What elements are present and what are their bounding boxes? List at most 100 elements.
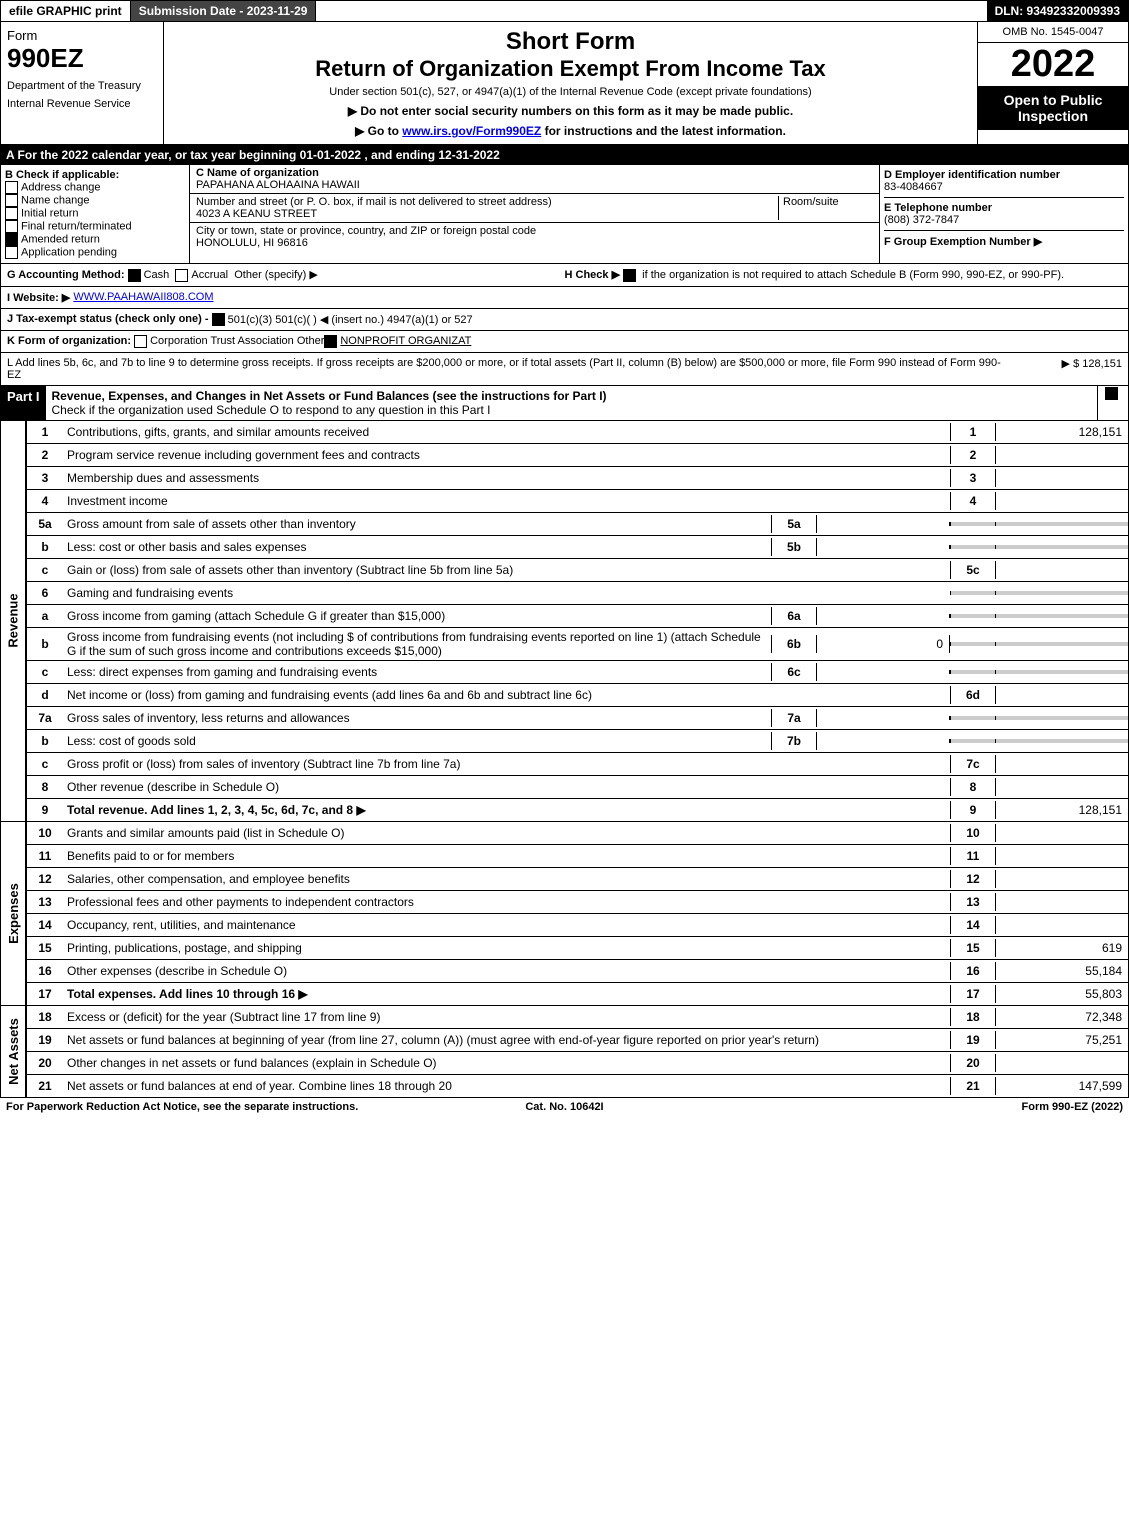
inner-val	[817, 545, 950, 549]
inner-num: 6c	[771, 663, 817, 681]
irs-link[interactable]: www.irs.gov/Form990EZ	[402, 124, 541, 138]
amount-col	[996, 785, 1128, 789]
amount-col: 75,251	[996, 1031, 1128, 1049]
header-sub1: Under section 501(c), 527, or 4947(a)(1)…	[170, 86, 971, 98]
line-b: bLess: cost or other basis and sales exp…	[26, 536, 1129, 559]
line-desc: Occupancy, rent, utilities, and maintena…	[63, 916, 950, 934]
line-num-col: 3	[950, 469, 996, 487]
i-label: I Website: ▶	[7, 291, 70, 304]
line-10: 10Grants and similar amounts paid (list …	[26, 822, 1129, 845]
line-desc: Salaries, other compensation, and employ…	[63, 870, 950, 888]
line-7a: 7aGross sales of inventory, less returns…	[26, 707, 1129, 730]
vlabel-netassets: Net Assets	[6, 1018, 21, 1085]
line-desc: Net assets or fund balances at beginning…	[63, 1031, 950, 1049]
c-city: City or town, state or province, country…	[190, 223, 879, 251]
j-opts: 501(c)(3) 501(c)( ) ◀ (insert no.) 4947(…	[228, 313, 473, 326]
line-num-col: 4	[950, 492, 996, 510]
chk-cash[interactable]	[128, 269, 141, 282]
line-num: a	[27, 607, 63, 625]
chk-pending[interactable]: Application pending	[5, 246, 185, 259]
irs: Internal Revenue Service	[7, 98, 157, 110]
amount-col: 128,151	[996, 801, 1128, 819]
line-num-col: 1	[950, 423, 996, 441]
short-form-title: Short Form	[170, 28, 971, 56]
line-num: 12	[27, 870, 63, 888]
chk-h[interactable]	[623, 269, 636, 282]
chk-accrual[interactable]	[175, 269, 188, 282]
chk-address[interactable]: Address change	[5, 181, 185, 194]
line-desc: Other revenue (describe in Schedule O)	[63, 778, 950, 796]
line-8: 8Other revenue (describe in Schedule O)8	[26, 776, 1129, 799]
c-city-value: HONOLULU, HI 96816	[196, 237, 308, 249]
line-19: 19Net assets or fund balances at beginni…	[26, 1029, 1129, 1052]
chk-other-k[interactable]	[324, 335, 337, 348]
h-text: if the organization is not required to a…	[642, 269, 1064, 281]
inner-val	[817, 716, 950, 720]
line-num: c	[27, 663, 63, 681]
chk-initial[interactable]: Initial return	[5, 207, 185, 220]
line-num: 10	[27, 824, 63, 842]
amount-col	[996, 642, 1128, 646]
line-20: 20Other changes in net assets or fund ba…	[26, 1052, 1129, 1075]
amount-col	[996, 522, 1128, 526]
line-desc: Program service revenue including govern…	[63, 446, 950, 464]
chk-501c3[interactable]	[212, 313, 225, 326]
footer-center: Cat. No. 10642I	[378, 1101, 750, 1113]
amount-col: 619	[996, 939, 1128, 957]
c-name-value: PAPAHANA ALOHAAINA HAWAII	[196, 179, 360, 191]
f-label: F Group Exemption Number ▶	[884, 230, 1124, 248]
line-num: d	[27, 686, 63, 704]
line-num: 13	[27, 893, 63, 911]
line-num: 17	[27, 985, 63, 1003]
row-gh: G Accounting Method: Cash Accrual Other …	[0, 264, 1129, 287]
g-label: G Accounting Method:	[7, 269, 125, 281]
chk-final[interactable]: Final return/terminated	[5, 220, 185, 233]
h-row: H Check ▶ if the organization is not req…	[565, 268, 1123, 282]
inner-num: 7a	[771, 709, 817, 727]
amount-col: 128,151	[996, 423, 1128, 441]
line-a: aGross income from gaming (attach Schedu…	[26, 605, 1129, 628]
line-desc: Total revenue. Add lines 1, 2, 3, 4, 5c,…	[63, 801, 950, 819]
line-num: c	[27, 755, 63, 773]
efile-label[interactable]: efile GRAPHIC print	[1, 1, 131, 21]
header-center: Short Form Return of Organization Exempt…	[164, 22, 977, 144]
form-word: Form	[7, 28, 157, 43]
part1-subtitle: Check if the organization used Schedule …	[52, 403, 491, 417]
sub2b-post: for instructions and the latest informat…	[541, 124, 786, 138]
return-title: Return of Organization Exempt From Incom…	[170, 56, 971, 82]
top-bar: efile GRAPHIC print Submission Date - 20…	[0, 0, 1129, 22]
inner-val	[817, 670, 950, 674]
line-num: 6	[27, 584, 63, 602]
d-value: 83-4084667	[884, 181, 1124, 193]
amount-col	[996, 716, 1128, 720]
line-num: 21	[27, 1077, 63, 1095]
chk-name[interactable]: Name change	[5, 194, 185, 207]
part1-header: Part I	[1, 386, 46, 420]
form-header: Form 990EZ Department of the Treasury In…	[0, 22, 1129, 145]
omb: OMB No. 1545-0047	[978, 22, 1128, 43]
inner-num: 6a	[771, 607, 817, 625]
part1-check[interactable]	[1097, 386, 1128, 420]
amount-col	[996, 568, 1128, 572]
line-num-col: 18	[950, 1008, 996, 1026]
line-desc: Total expenses. Add lines 10 through 16 …	[63, 985, 950, 1003]
line-c: cGain or (loss) from sale of assets othe…	[26, 559, 1129, 582]
line-4: 4Investment income4	[26, 490, 1129, 513]
line-18: 18Excess or (deficit) for the year (Subt…	[26, 1006, 1129, 1029]
i-website[interactable]: WWW.PAAHAWAII808.COM	[73, 291, 213, 304]
col-b: B Check if applicable: Address change Na…	[1, 165, 190, 263]
d-label: D Employer identification number	[884, 169, 1124, 181]
line-desc: Professional fees and other payments to …	[63, 893, 950, 911]
section-bcdef: B Check if applicable: Address change Na…	[0, 165, 1129, 264]
line-17: 17Total expenses. Add lines 10 through 1…	[26, 983, 1129, 1006]
line-num-col: 7c	[950, 755, 996, 773]
line-num: 20	[27, 1054, 63, 1072]
chk-corp[interactable]	[134, 335, 147, 348]
g-row: G Accounting Method: Cash Accrual Other …	[7, 268, 565, 282]
chk-amended[interactable]: Amended return	[5, 233, 185, 246]
amount-col	[996, 453, 1128, 457]
line-desc: Gross income from fundraising events (no…	[63, 628, 771, 660]
line-3: 3Membership dues and assessments3	[26, 467, 1129, 490]
line-11: 11Benefits paid to or for members11	[26, 845, 1129, 868]
inner-val	[817, 522, 950, 526]
